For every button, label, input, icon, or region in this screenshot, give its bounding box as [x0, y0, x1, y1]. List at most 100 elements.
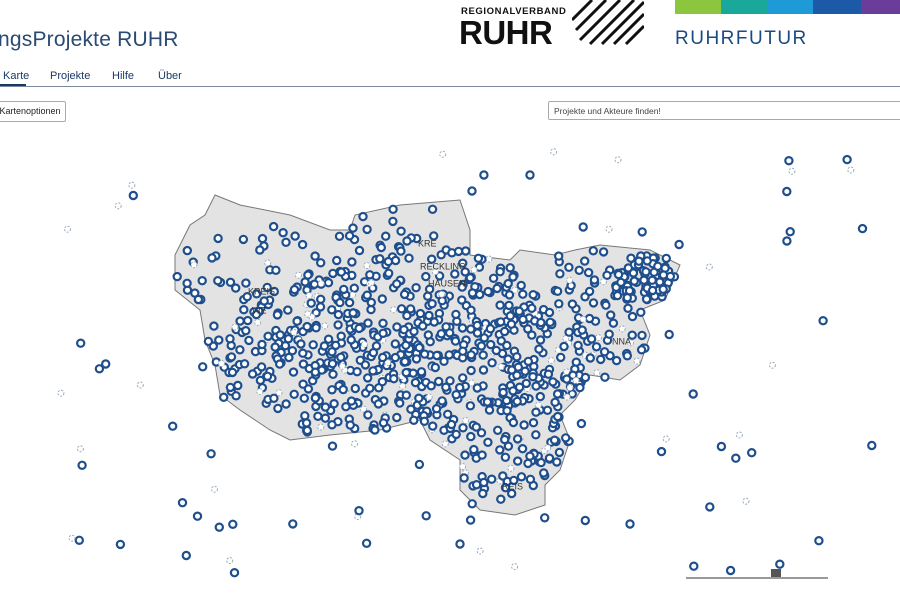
project-marker[interactable] — [476, 428, 487, 438]
project-marker[interactable] — [128, 190, 138, 201]
project-marker[interactable] — [305, 292, 313, 299]
project-marker[interactable] — [523, 324, 533, 334]
project-marker[interactable] — [388, 216, 398, 227]
project-marker[interactable] — [409, 415, 419, 425]
project-marker[interactable] — [399, 289, 410, 300]
project-marker[interactable] — [370, 425, 380, 435]
project-marker[interactable] — [544, 444, 552, 452]
project-marker[interactable] — [503, 354, 513, 364]
project-marker[interactable] — [519, 420, 529, 430]
project-marker[interactable] — [705, 263, 713, 271]
project-marker[interactable] — [436, 329, 446, 339]
project-marker[interactable] — [197, 276, 207, 286]
project-marker[interactable] — [542, 405, 553, 415]
project-marker[interactable] — [294, 271, 302, 279]
project-marker[interactable] — [450, 336, 461, 346]
project-marker[interactable] — [432, 350, 442, 361]
project-marker[interactable] — [475, 289, 485, 300]
project-marker[interactable] — [256, 362, 267, 372]
project-marker[interactable] — [378, 318, 388, 328]
project-marker[interactable] — [616, 277, 626, 288]
project-marker[interactable] — [647, 285, 658, 296]
project-marker[interactable] — [167, 421, 178, 431]
project-marker[interactable] — [390, 339, 400, 349]
project-marker[interactable] — [327, 305, 337, 315]
project-marker[interactable] — [320, 413, 331, 423]
project-marker[interactable] — [639, 275, 649, 285]
project-marker[interactable] — [627, 330, 637, 340]
project-marker[interactable] — [561, 433, 571, 443]
project-marker[interactable] — [225, 382, 236, 393]
project-marker[interactable] — [552, 389, 563, 399]
project-marker[interactable] — [788, 167, 796, 175]
project-marker[interactable] — [241, 278, 251, 288]
project-marker[interactable] — [182, 245, 192, 256]
project-marker[interactable] — [514, 306, 525, 316]
project-marker[interactable] — [402, 236, 412, 246]
project-marker[interactable] — [310, 251, 320, 261]
project-marker[interactable] — [390, 255, 401, 266]
project-marker[interactable] — [233, 380, 243, 391]
project-marker[interactable] — [361, 340, 368, 348]
project-marker[interactable] — [462, 417, 470, 424]
project-marker[interactable] — [252, 289, 262, 299]
project-marker[interactable] — [485, 324, 496, 334]
project-marker[interactable] — [363, 262, 371, 269]
project-marker[interactable] — [523, 356, 534, 367]
project-marker[interactable] — [384, 268, 394, 278]
project-marker[interactable] — [531, 407, 541, 417]
project-marker[interactable] — [344, 231, 355, 241]
project-marker[interactable] — [634, 256, 644, 266]
project-marker[interactable] — [360, 360, 371, 370]
project-marker[interactable] — [465, 401, 476, 411]
project-marker[interactable] — [284, 352, 294, 363]
project-marker[interactable] — [500, 452, 511, 462]
project-marker[interactable] — [327, 385, 337, 395]
project-marker[interactable] — [182, 278, 192, 288]
project-marker[interactable] — [336, 267, 346, 277]
project-marker[interactable] — [351, 440, 358, 448]
project-marker[interactable] — [225, 277, 236, 287]
project-marker[interactable] — [580, 372, 591, 383]
project-marker[interactable] — [504, 300, 514, 311]
project-marker[interactable] — [235, 316, 245, 326]
project-marker[interactable] — [257, 339, 267, 350]
project-marker[interactable] — [336, 352, 346, 362]
project-marker[interactable] — [348, 308, 358, 318]
project-marker[interactable] — [618, 325, 626, 333]
project-marker[interactable] — [373, 399, 384, 409]
project-marker[interactable] — [521, 378, 532, 389]
project-marker[interactable] — [458, 373, 468, 383]
project-marker[interactable] — [375, 254, 385, 264]
project-marker[interactable] — [264, 259, 272, 267]
project-marker[interactable] — [594, 334, 602, 342]
project-marker[interactable] — [814, 536, 824, 546]
project-marker[interactable] — [472, 328, 483, 338]
project-marker[interactable] — [614, 156, 622, 164]
project-marker[interactable] — [782, 186, 792, 197]
project-marker[interactable] — [544, 307, 555, 318]
project-marker[interactable] — [303, 270, 313, 280]
project-marker[interactable] — [409, 326, 419, 337]
project-marker[interactable] — [508, 417, 519, 428]
project-marker[interactable] — [115, 539, 126, 550]
project-marker[interactable] — [577, 325, 587, 335]
project-marker[interactable] — [390, 352, 400, 363]
project-marker[interactable] — [735, 431, 743, 439]
project-marker[interactable] — [290, 328, 298, 336]
project-marker[interactable] — [867, 440, 877, 451]
project-marker[interactable] — [576, 418, 587, 429]
project-marker[interactable] — [378, 352, 388, 363]
project-marker[interactable] — [347, 257, 357, 267]
project-marker[interactable] — [688, 389, 698, 399]
project-marker[interactable] — [288, 519, 298, 529]
project-marker[interactable] — [472, 320, 482, 331]
project-marker[interactable] — [309, 279, 320, 289]
project-marker[interactable] — [431, 404, 442, 414]
project-marker[interactable] — [585, 353, 596, 363]
project-marker[interactable] — [262, 371, 273, 381]
project-marker[interactable] — [493, 425, 503, 435]
project-marker[interactable] — [460, 450, 470, 460]
map-options-button[interactable]: Kartenoptionen — [0, 101, 66, 122]
project-marker[interactable] — [512, 396, 522, 407]
